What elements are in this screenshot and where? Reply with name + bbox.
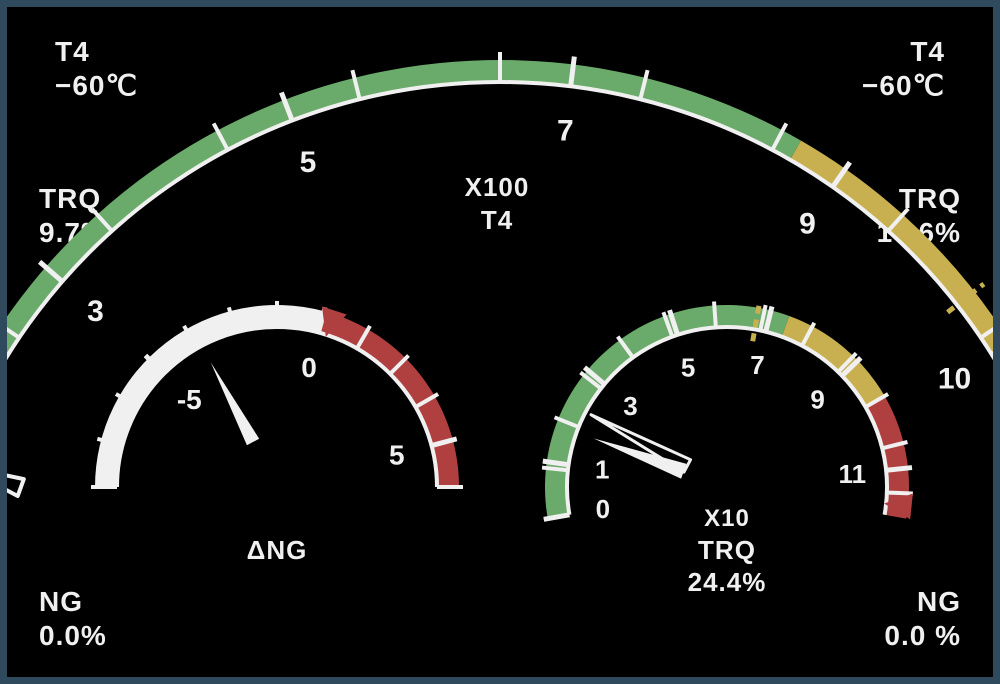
svg-text:0: 0 — [301, 352, 317, 383]
svg-text:5: 5 — [389, 440, 405, 471]
svg-text:9: 9 — [810, 385, 824, 415]
svg-text:1: 1 — [595, 455, 609, 485]
trq-gauge: 0 1 3 5 7 9 11 — [542, 300, 913, 524]
svg-text:3: 3 — [87, 295, 104, 328]
svg-text:5: 5 — [681, 352, 695, 382]
svg-text:7: 7 — [557, 114, 574, 147]
svg-text:0: 0 — [7, 454, 8, 487]
svg-text:10: 10 — [938, 362, 971, 395]
svg-text:3: 3 — [623, 391, 637, 421]
t4-gauge: 0357910 — [7, 52, 993, 496]
dng-gauge: -5 0 5 — [91, 301, 463, 487]
gauge-canvas: 0 3 5 7 9 10 -5 0 5 0 1 3 5 7 9 11 — [7, 7, 993, 677]
svg-text:0: 0 — [596, 494, 610, 524]
instrument-panel: T4 −60℃ T4 −60℃ TRQ 9.7% TRQ 14.6% NG 0.… — [0, 0, 1000, 684]
svg-text:-5: -5 — [177, 384, 202, 415]
svg-text:9: 9 — [799, 207, 816, 240]
svg-text:7: 7 — [750, 350, 764, 380]
svg-text:11: 11 — [839, 459, 867, 489]
svg-text:5: 5 — [300, 146, 317, 179]
